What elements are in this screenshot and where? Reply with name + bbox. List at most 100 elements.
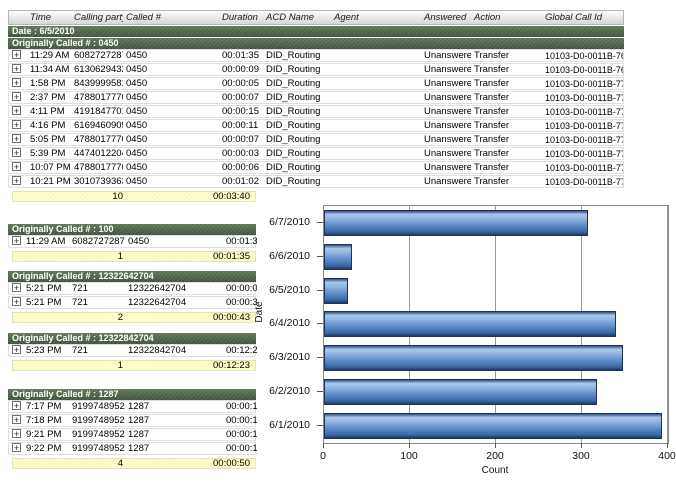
bar-6-4-2010 — [324, 311, 616, 337]
cell-acd: DID_Routing — [266, 120, 321, 131]
expand-icon[interactable]: + — [12, 415, 21, 425]
x-axis-label: 200 — [486, 450, 504, 462]
cell-called: 0450 — [126, 92, 148, 103]
column-header-acd-name[interactable]: ACD Name — [266, 12, 315, 23]
table-row: +4:11 PM 4191847701 0450 00:00:15 DID_Routin… — [8, 105, 624, 118]
cell-duration: 00:00:14 — [226, 429, 257, 440]
cell-gcid: 10103-D0-0011B-76F — [545, 64, 623, 75]
expand-icon[interactable]: + — [12, 64, 21, 74]
expand-icon[interactable]: + — [12, 297, 21, 307]
y-axis-label: 6/5/2010 — [269, 284, 310, 296]
expand-column-cell: + — [9, 64, 27, 75]
expand-icon[interactable]: + — [12, 401, 21, 411]
cell-calling: 9199748952 — [72, 443, 125, 454]
table-row: +5:21 PM 721 12322642704 00:00:34 — [8, 296, 257, 309]
cell-duration: 00:00:13 — [226, 401, 257, 412]
cell-calling: 721 — [72, 283, 88, 294]
cell-time: 5:21 PM — [26, 283, 62, 294]
cell-time: 5:39 PM — [30, 148, 66, 159]
y-axis-tick — [317, 256, 323, 257]
expand-icon[interactable]: + — [12, 134, 21, 144]
group-duration-total: 00:00:43 — [213, 312, 250, 323]
cell-action: Transfer — [474, 176, 510, 187]
cell-action: Transfer — [474, 50, 510, 61]
cell-gcid: 10103-D0-0011B-773 — [545, 120, 623, 131]
group-duration-total: 00:01:35 — [213, 251, 250, 262]
bar-6-7-2010 — [324, 210, 588, 236]
cell-acd: DID_Routing — [266, 78, 321, 89]
expand-icon[interactable]: + — [12, 162, 21, 172]
expand-icon[interactable]: + — [12, 78, 21, 88]
cell-calling: 6169460905 — [74, 120, 123, 131]
originally-called-group-header: Originally Called # : 12322642704 — [8, 271, 256, 282]
cell-calling: 4191847701 — [74, 106, 123, 117]
cell-called: 0450 — [126, 120, 148, 131]
expand-icon[interactable]: + — [12, 92, 21, 102]
x-axis-label: 0 — [320, 450, 326, 462]
call-groups: Originally Called # : 0450 +11:29 AM 60827… — [8, 38, 624, 469]
cell-gcid: 10103-D0-0011B-77E — [545, 162, 623, 173]
column-header-duration[interactable]: Duration — [222, 12, 258, 23]
expand-column-cell: + — [9, 283, 23, 294]
expand-icon[interactable]: + — [12, 148, 21, 158]
cell-duration: 00:00:15 — [222, 106, 259, 117]
expand-icon[interactable]: + — [12, 345, 21, 355]
group-summary-row: 1 00:12:23 — [12, 360, 256, 371]
originally-called-group-header: Originally Called # : 1287 — [8, 389, 256, 400]
cell-gcid: 10103-D0-0011B-768 — [545, 50, 623, 61]
expand-icon[interactable]: + — [12, 443, 21, 453]
cell-time: 4:11 PM — [30, 106, 65, 117]
column-header-time[interactable]: Time — [30, 12, 52, 23]
y-axis-label: 6/1/2010 — [269, 419, 310, 431]
call-group: Originally Called # : 0450 +11:29 AM 60827… — [8, 38, 624, 202]
cell-called: 12322842704 — [128, 345, 187, 356]
cell-duration: 00:12:23 — [226, 345, 257, 356]
expand-icon[interactable]: + — [12, 106, 21, 116]
cell-action: Transfer — [474, 120, 510, 131]
cell-duration: 00:00:07 — [222, 92, 259, 103]
column-header-calling-party-[interactable]: Calling party # — [74, 12, 123, 23]
cell-calling: 4788017770 — [74, 162, 123, 173]
cell-duration: 00:01:35 — [226, 236, 257, 247]
cell-calling: 4788017770 — [74, 92, 123, 103]
column-header-action[interactable]: Action — [474, 12, 501, 23]
expand-column-cell: + — [9, 236, 23, 247]
cell-calling: 721 — [72, 297, 88, 308]
bar-6-6-2010 — [324, 244, 352, 270]
table-row: +11:29 AM 6082727287 0450 00:01:35 DID_Routi… — [8, 49, 624, 62]
cell-time: 5:23 PM — [26, 345, 62, 356]
expand-icon[interactable]: + — [12, 120, 21, 130]
cell-called: 0450 — [126, 64, 148, 75]
column-header-answered[interactable]: Answered — [424, 12, 467, 23]
cell-time: 11:29 AM — [30, 50, 70, 61]
cell-time: 10:21 PM — [30, 176, 71, 187]
expand-icon[interactable]: + — [12, 236, 21, 246]
expand-column-cell: + — [9, 443, 23, 454]
cell-answered: Unanswered — [424, 50, 471, 61]
report-tables: Time Calling party #Called # Duration ACD N… — [8, 10, 624, 469]
cell-action: Transfer — [474, 92, 510, 103]
expand-icon[interactable]: + — [12, 50, 21, 60]
cell-gcid: 10103-D0-0011B-772 — [545, 106, 623, 117]
originally-called-group-header: Originally Called # : 0450 — [8, 38, 624, 49]
expand-icon[interactable]: + — [12, 429, 21, 439]
expand-column-cell: + — [9, 345, 23, 356]
cell-called: 0450 — [126, 50, 148, 61]
cell-calling: 9199748952 — [72, 401, 125, 412]
column-header-called-[interactable]: Called # — [126, 12, 161, 23]
cell-time: 1:58 PM — [30, 78, 66, 89]
expand-icon[interactable]: + — [12, 283, 21, 293]
cell-called: 0450 — [126, 162, 148, 173]
cell-time: 5:05 PM — [30, 134, 66, 145]
y-axis-label: 6/7/2010 — [269, 216, 310, 228]
expand-icon[interactable]: + — [12, 176, 21, 186]
expand-column-cell: + — [9, 106, 27, 117]
call-group: Originally Called # : 12322642704 +5:21 P… — [8, 271, 257, 323]
column-header-agent[interactable]: Agent — [334, 12, 359, 23]
table-row: +10:07 PM 4788017770 0450 00:00:06 DID_Routi… — [8, 161, 624, 174]
cell-calling: 4788017770 — [74, 134, 123, 145]
column-header-global-call-id[interactable]: Global Call Id — [545, 12, 603, 23]
cell-called: 0450 — [126, 134, 148, 145]
